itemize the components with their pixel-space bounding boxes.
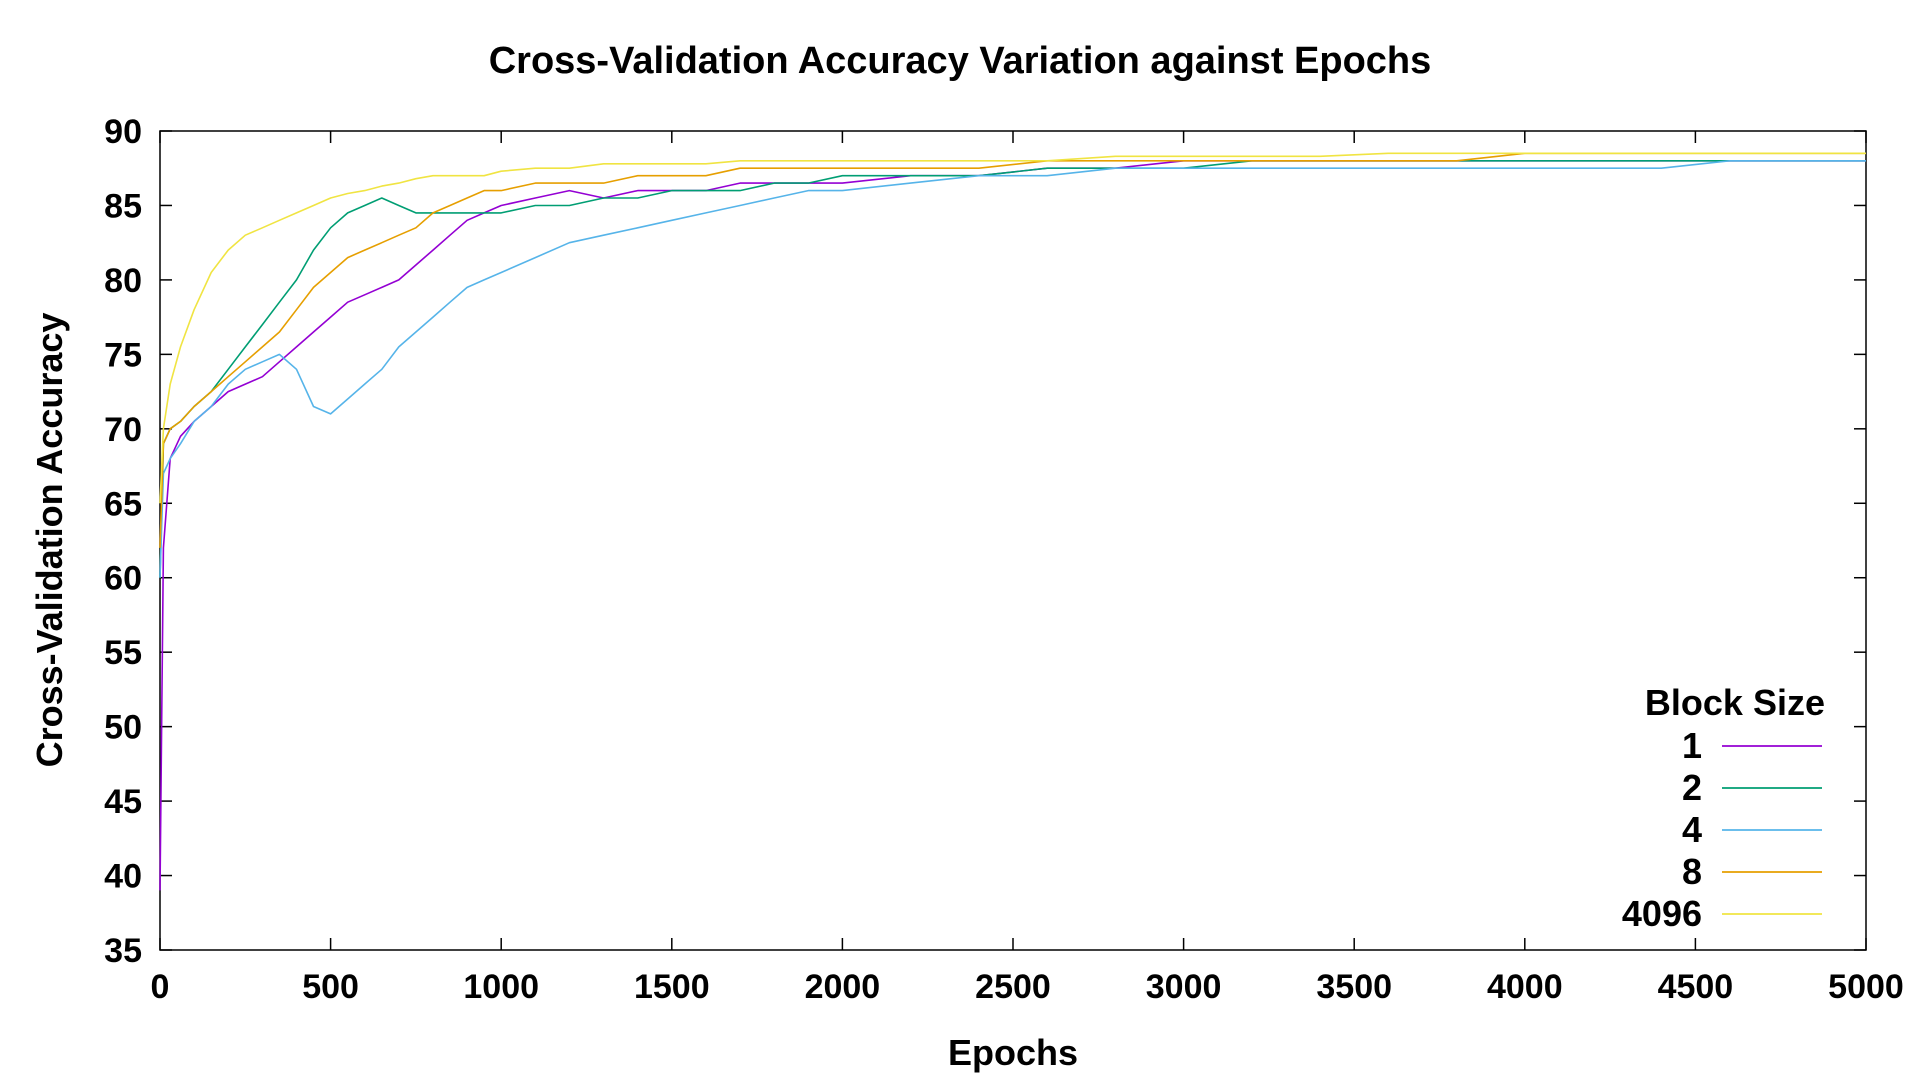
y-tick-label: 80 [104,262,142,300]
y-tick-label: 70 [104,411,142,449]
y-tick-label: 85 [104,187,142,225]
y-tick-label: 90 [104,113,142,151]
y-tick-label: 50 [104,709,142,747]
legend-label-4096: 4096 [1622,893,1702,934]
y-tick-label: 45 [104,783,142,821]
legend-label-8: 8 [1682,851,1702,892]
series-line-1 [159,160,1866,891]
x-tick-label: 1000 [463,968,539,1006]
legend-label-2: 2 [1682,767,1702,808]
y-tick-label: 60 [104,560,142,598]
x-tick-label: 4000 [1487,968,1563,1006]
legend-title: Block Size [1644,682,1825,723]
x-tick-label: 4500 [1658,968,1734,1006]
x-tick-label: 2500 [975,968,1051,1006]
y-tick-label: 75 [104,336,142,374]
plot-frame [159,130,1867,951]
series-line-4 [159,160,1866,578]
legend-label-4: 4 [1682,809,1702,850]
x-axis-label: Epochs [947,1032,1079,1073]
x-tick-label: 0 [151,968,170,1006]
x-tick-label: 5000 [1828,968,1904,1006]
series-line-4096 [159,152,1866,504]
x-tick-label: 3500 [1316,968,1392,1006]
x-tick-label: 2000 [805,968,881,1006]
x-tick-label: 1500 [634,968,710,1006]
x-tick-label: 3000 [1146,968,1222,1006]
x-tick-label: 500 [302,968,359,1006]
series-line-8 [159,152,1866,548]
y-tick-label: 35 [104,932,142,970]
y-tick-label: 65 [104,485,142,523]
y-tick-label: 40 [104,858,142,896]
y-tick-label: 55 [104,634,142,672]
series-line-2 [159,160,1866,578]
legend-label-1: 1 [1682,725,1702,766]
chart-title: Cross-Validation Accuracy Variation agai… [488,40,1432,82]
